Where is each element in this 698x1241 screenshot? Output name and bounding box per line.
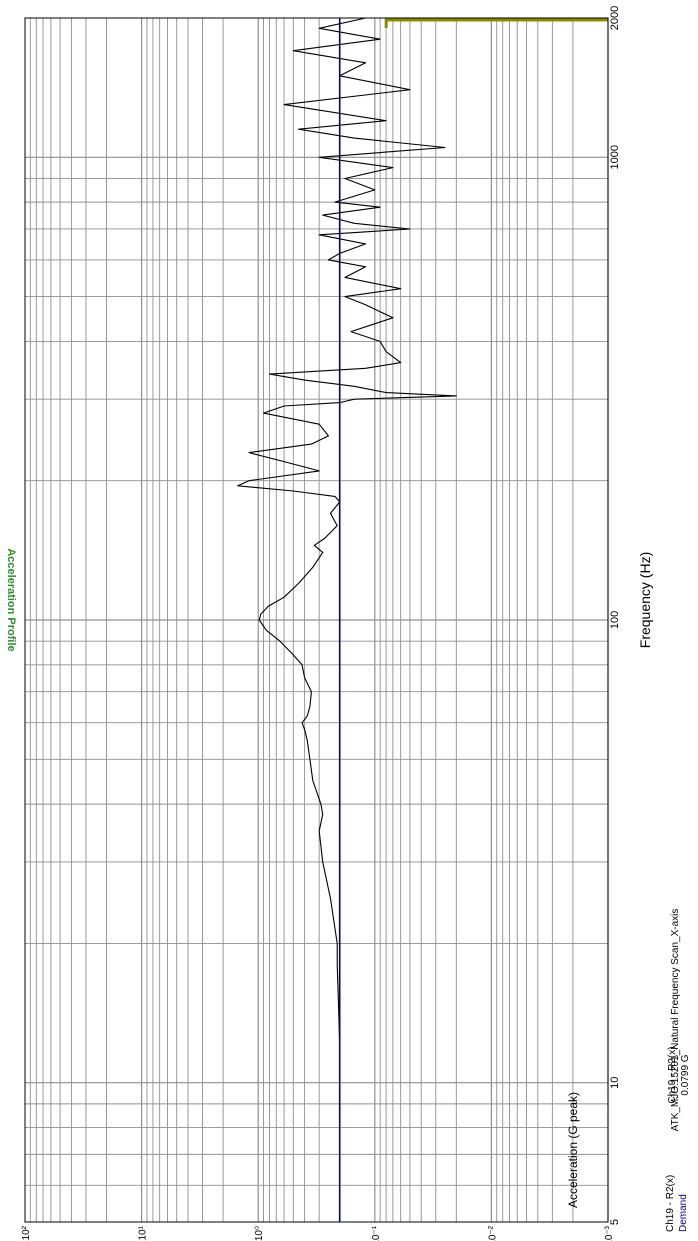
x-axis-label: Frequency (Hz) [637, 552, 653, 648]
plot-area [24, 17, 609, 1223]
plot-border [24, 17, 609, 1223]
chart-title: Acceleration Profile [5, 548, 17, 651]
cursor-value: 0.0799 G [680, 1054, 691, 1095]
x-tick-label: 2000 [609, 6, 621, 30]
y-tick-label: 1x10¹ [138, 1225, 149, 1241]
legend-item-measured: Ch19 - R2(x) [665, 1175, 676, 1232]
cursor-channel-label: Ch19 - R2(x) [667, 1046, 678, 1103]
footer-test-name: ATK_MJO:15201_Natural Frequency Scan_X-a… [670, 909, 681, 1132]
x-tick-label: 10 [609, 1077, 621, 1089]
y-tick-label: 1x10⁻² [487, 1225, 498, 1241]
y-tick-label: 1x10⁰ [254, 1226, 265, 1241]
x-tick-label: 100 [609, 611, 621, 629]
marker-layer [384, 18, 608, 28]
tick-labels: 5 10 100 1000 2000 1x10² 1x10¹ 1x10⁰ 1x10⁻¹ 1x10⁻… [21, 6, 621, 1241]
series-layer [237, 17, 457, 1222]
legend-item-demand: Demand [678, 1194, 689, 1232]
y-tick-label: 1x10⁻¹ [371, 1225, 382, 1241]
y-tick-label: 1x10² [21, 1225, 32, 1241]
measured-response-line [237, 17, 457, 1222]
x-tick-label: 5 [609, 1219, 621, 1225]
y-axis-label: Acceleration (G peak) [566, 1092, 580, 1208]
y-tick-label: 1x10⁻³ [604, 1225, 615, 1241]
x-tick-label: 1000 [609, 145, 621, 169]
